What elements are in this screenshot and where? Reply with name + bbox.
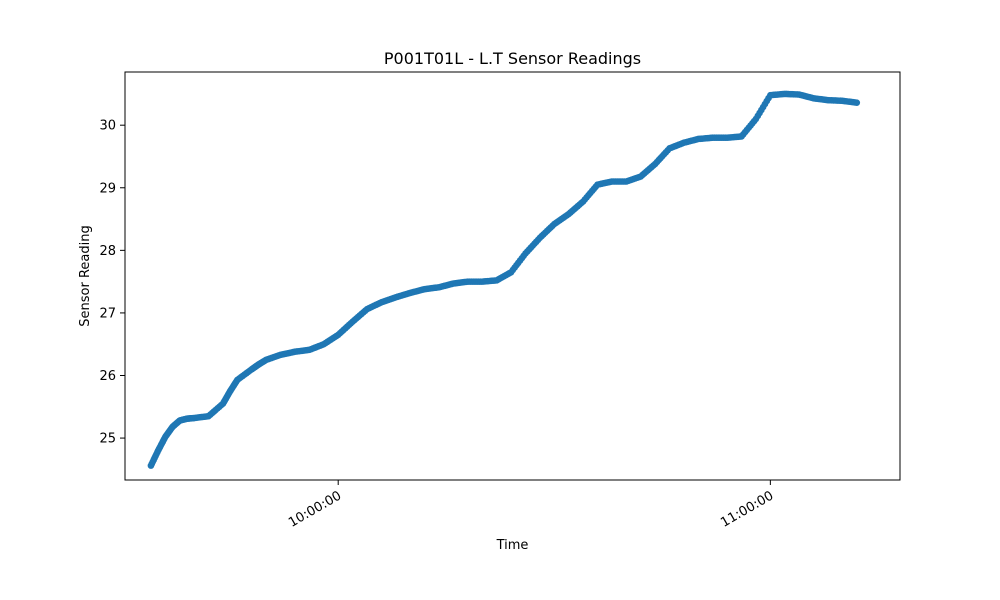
x-tick-label: 10:00:00 — [286, 488, 344, 530]
data-points — [147, 90, 861, 469]
x-tick-label: 11:00:00 — [718, 488, 776, 530]
data-point — [853, 99, 861, 106]
y-tick-label: 27 — [99, 306, 116, 321]
y-tick-label: 30 — [99, 119, 116, 134]
y-tick-label: 29 — [99, 181, 116, 196]
chart-title: P001T01L - L.T Sensor Readings — [384, 49, 641, 68]
x-axis-label: Time — [496, 538, 529, 553]
y-tick-label: 26 — [99, 369, 116, 384]
y-tick-label: 25 — [99, 432, 116, 447]
y-tick-label: 28 — [99, 244, 116, 259]
y-axis-label: Sensor Reading — [78, 225, 93, 326]
y-axis: 25 26 27 28 29 30 — [99, 119, 125, 447]
x-axis: 10:00:00 11:00:00 — [286, 480, 776, 531]
plot-area-frame — [124, 71, 901, 481]
